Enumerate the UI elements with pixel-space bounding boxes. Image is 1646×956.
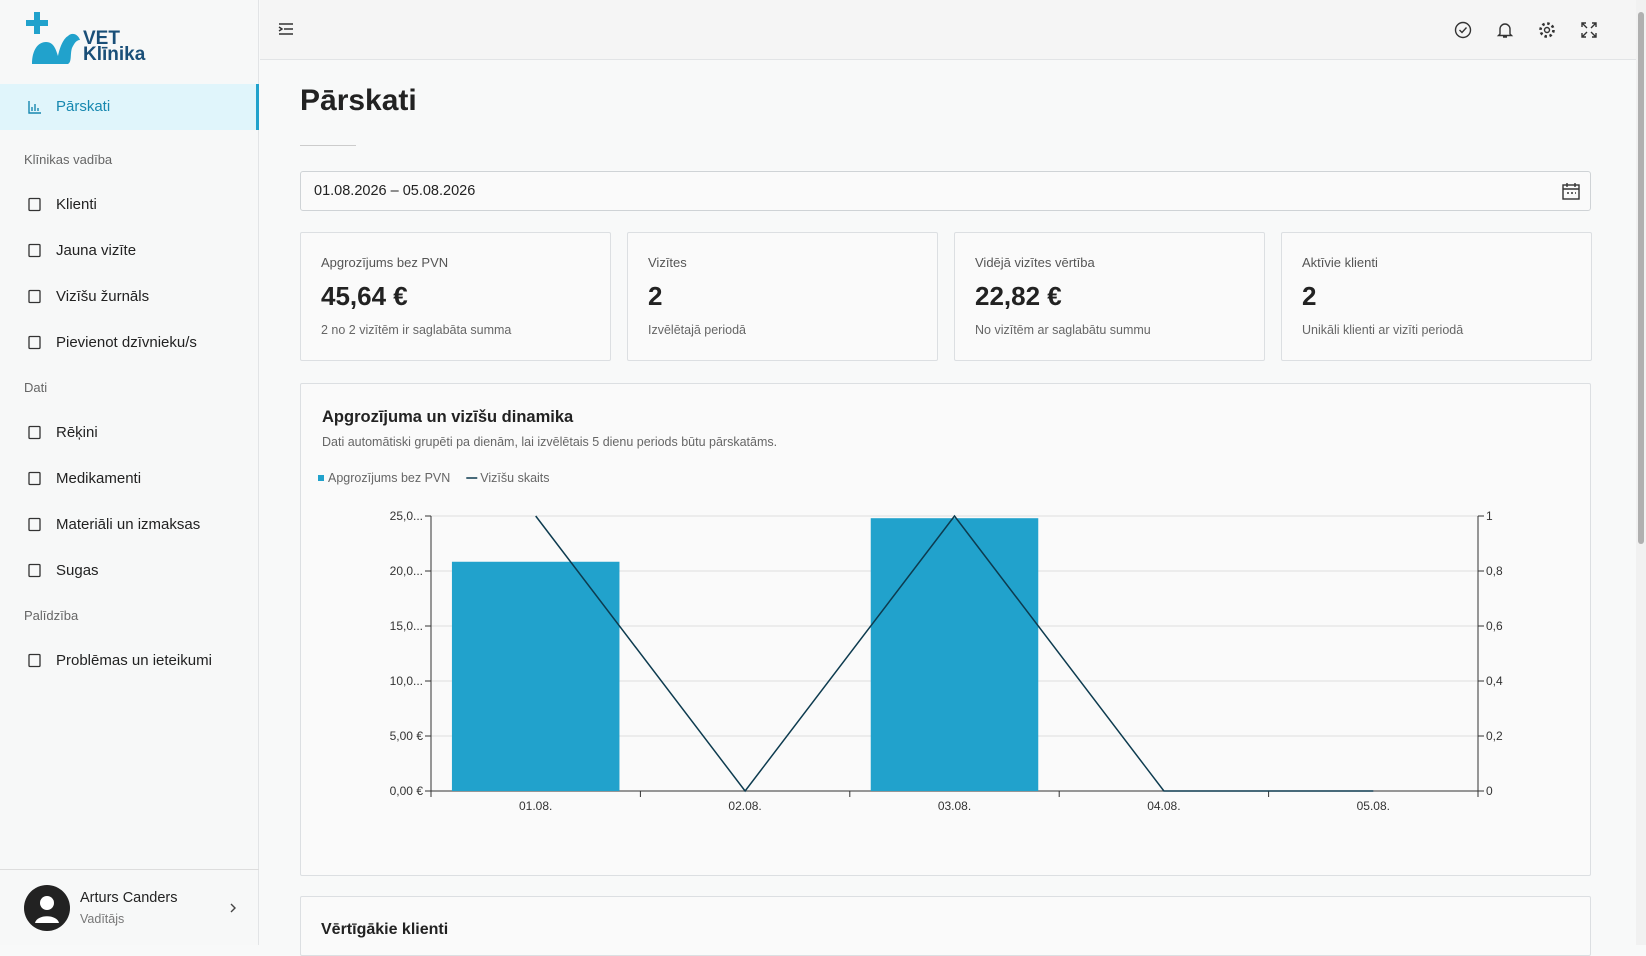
- y-tick-label: 5,00 €: [390, 729, 424, 743]
- nav-label: Vizīšu žurnāls: [56, 288, 150, 305]
- kpi-value: 2: [1302, 281, 1317, 311]
- kpi-value: 22,82 €: [975, 281, 1062, 311]
- kpi-note: No vizītēm ar saglabātu summu: [975, 323, 1151, 337]
- brand-text: VET: [83, 28, 120, 49]
- bar: [870, 518, 1039, 791]
- tasks-icon[interactable]: [1454, 21, 1472, 39]
- nav-label: Pārskati: [56, 98, 111, 115]
- nav-label: Jauna vizīte: [56, 242, 137, 259]
- nav-item[interactable]: Rēķini: [0, 410, 259, 456]
- nav-item[interactable]: Sugas: [0, 548, 259, 594]
- x-tick-label: 02.08.: [728, 799, 761, 813]
- y2-tick-label: 0,6: [1486, 619, 1503, 633]
- nav-label: Pievienot dzīvnieku/s: [56, 334, 197, 351]
- chart-subtitle: Dati automātiski grupēti pa dienām, lai …: [322, 435, 777, 449]
- nav-active[interactable]: Pārskati: [0, 84, 259, 130]
- nav-item[interactable]: Problēmas un ieteikumi: [0, 638, 259, 684]
- chart-title: Apgrozījuma un vizīšu dinamika: [322, 408, 574, 426]
- brand-logo: VET Klīnika: [26, 8, 145, 68]
- user-role: Vadītājs: [80, 912, 125, 926]
- chart-card: Apgrozījuma un vizīšu dinamika Dati autom…: [300, 383, 1591, 876]
- nav-label: Rēķini: [56, 424, 98, 441]
- section-card: Vērtīgākie klienti: [300, 896, 1591, 956]
- nav-section-title: Dati: [24, 380, 48, 395]
- legend-swatch: [318, 475, 324, 481]
- legend-label: Apgrozījums bez PVN: [328, 471, 450, 485]
- y2-tick-label: 0,8: [1486, 564, 1503, 578]
- nav-label: Medikamenti: [56, 470, 142, 487]
- nav-label: Problēmas un ieteikumi: [56, 652, 212, 669]
- legend-label: Vizīšu skaits: [480, 471, 549, 485]
- logo-icon: [26, 12, 80, 64]
- section-title: Vērtīgākie klienti: [321, 921, 449, 938]
- user-name: Arturs Canders: [80, 890, 178, 906]
- kpi-note: Unikāli klienti ar vizīti periodā: [1302, 323, 1464, 337]
- y-tick-label: 10,0...: [390, 674, 423, 688]
- kpi-label: Vidējā vizītes vērtība: [975, 255, 1095, 270]
- y2-tick-label: 1: [1486, 509, 1493, 523]
- nav: Klīnikas vadība Klienti Jauna vizīte Vizīšu…: [0, 138, 259, 684]
- notifications-icon[interactable]: [1496, 21, 1514, 39]
- page-title: Pārskati: [300, 84, 417, 117]
- nav-item[interactable]: Pievienot dzīvnieku/s: [0, 320, 259, 366]
- kpi-value: 45,64 €: [321, 281, 408, 311]
- date-range-input[interactable]: 01.08.2026 – 05.08.2026: [300, 171, 1591, 211]
- nav-item[interactable]: Klienti: [0, 182, 259, 228]
- user-panel[interactable]: Arturs Canders Vadītājs: [0, 869, 259, 945]
- fullscreen-icon[interactable]: [1580, 21, 1598, 39]
- avatar: [24, 885, 70, 931]
- kpi-card: Vidējā vizītes vērtība 22,82 € No vizītēm …: [954, 232, 1265, 361]
- y2-tick-label: 0: [1486, 784, 1493, 798]
- x-tick-label: 01.08.: [519, 799, 552, 813]
- kpi-card: Apgrozījums bez PVN 45,64 € 2 no 2 vizītēm…: [300, 232, 611, 361]
- chart: Apgrozījuma un vizīšu dinamika Dati autom…: [318, 408, 1503, 813]
- kpi-note: 2 no 2 vizītēm ir saglabāta summa: [321, 323, 512, 337]
- kpi-value: 2: [648, 281, 663, 311]
- main: Pārskati 01.08.2026 – 05.08.2026 Apgrozī…: [260, 0, 1636, 956]
- y-tick-label: 0,00 €: [390, 784, 424, 798]
- nav-section-title: Palīdzība: [24, 608, 79, 623]
- line: [535, 514, 1374, 793]
- nav-label: Sugas: [56, 562, 99, 579]
- menu-toggle[interactable]: [278, 22, 294, 36]
- y-tick-label: 20,0...: [390, 564, 423, 578]
- nav-item[interactable]: Jauna vizīte: [0, 228, 259, 274]
- nav-item[interactable]: Materiāli un izmaksas: [0, 502, 259, 548]
- nav-label: Materiāli un izmaksas: [56, 516, 201, 533]
- date-range: 01.08.2026 – 05.08.2026: [314, 183, 476, 199]
- kpi-label: Vizītes: [648, 255, 687, 270]
- nav-section-title: Klīnikas vadība: [24, 152, 113, 167]
- y-tick-label: 15,0...: [390, 619, 423, 633]
- kpi-card: Vizītes 2 Izvēlētajā periodā: [627, 232, 938, 361]
- topbar: [260, 0, 1636, 60]
- kpi-label: Apgrozījums bez PVN: [321, 255, 449, 270]
- scrollbar[interactable]: [1636, 0, 1646, 945]
- bar: [451, 561, 620, 791]
- y2-tick-label: 0,2: [1486, 729, 1503, 743]
- kpi-note: Izvēlētajā periodā: [648, 323, 746, 337]
- x-tick-label: 05.08.: [1357, 799, 1390, 813]
- x-tick-label: 03.08.: [938, 799, 971, 813]
- nav-label: Klienti: [56, 196, 97, 213]
- kpi-label: Aktīvie klienti: [1302, 255, 1378, 270]
- x-tick-label: 04.08.: [1147, 799, 1180, 813]
- y-tick-label: 25,0...: [390, 509, 423, 523]
- sidebar: VET Klīnika Pārskati Klīnikas vadība Klie…: [0, 0, 259, 945]
- y2-tick-label: 0,4: [1486, 674, 1503, 688]
- kpi-card: Aktīvie klienti 2 Unikāli klienti ar vizīt…: [1281, 232, 1592, 361]
- nav-item[interactable]: Vizīšu žurnāls: [0, 274, 259, 320]
- nav-item[interactable]: Medikamenti: [0, 456, 259, 502]
- settings-icon[interactable]: [1538, 21, 1556, 39]
- brand-text: Klīnika: [83, 44, 146, 65]
